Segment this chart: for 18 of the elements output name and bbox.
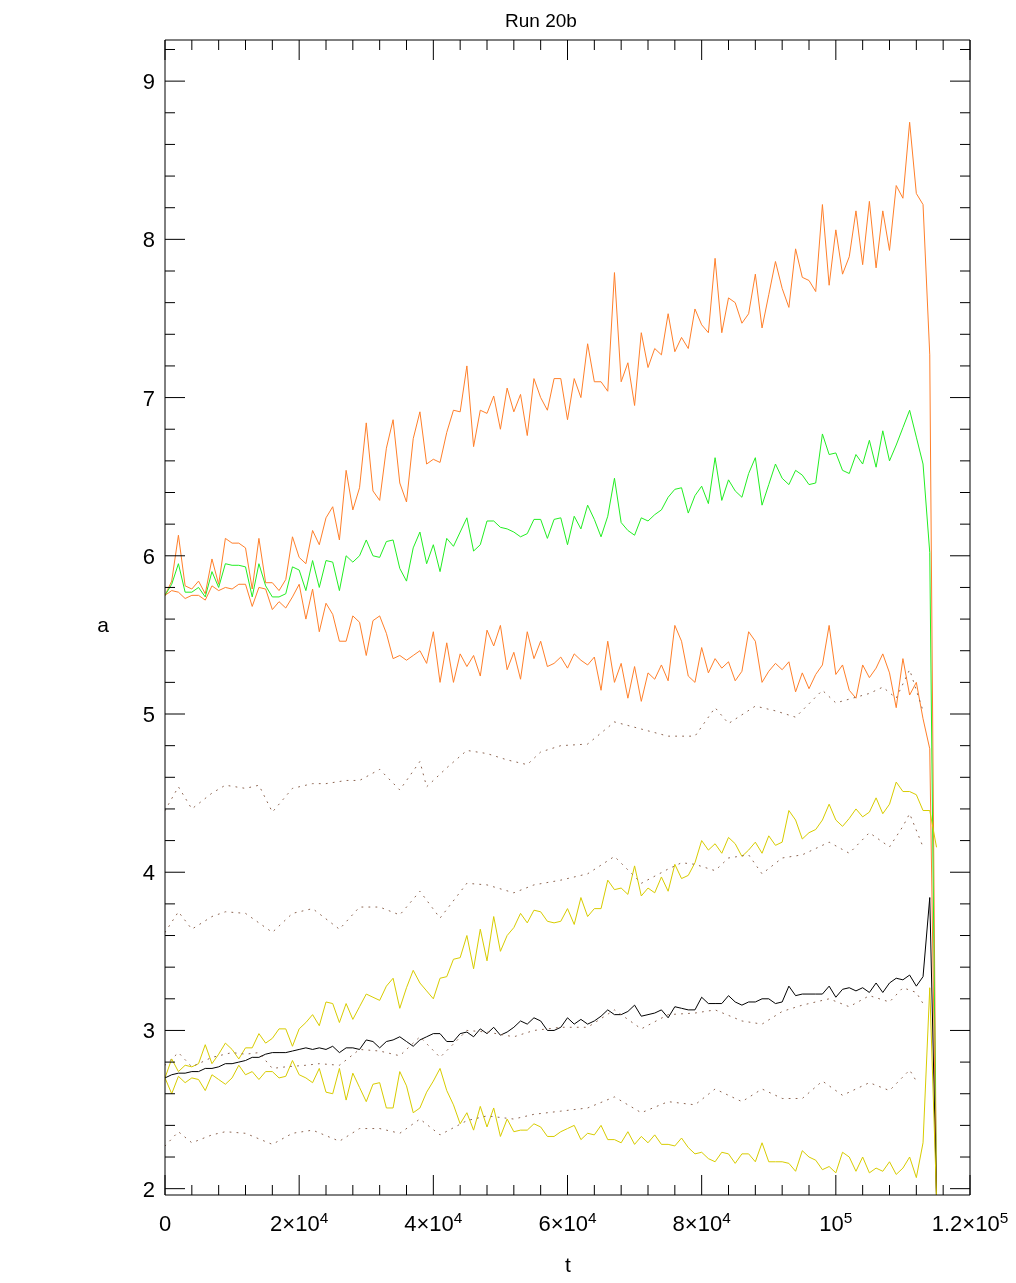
x-tick-label: 2×10$^{4}$	[270, 1208, 329, 1236]
x-tick-label: 4×10$^{4}$	[404, 1208, 463, 1236]
x-axis-title: t	[565, 1253, 571, 1277]
x-tick-label: 8×10$^{4}$	[672, 1208, 732, 1236]
x-tick-label: 6×10$^{4}$	[538, 1208, 597, 1236]
y-tick-label: 2	[142, 1176, 155, 1202]
y-axis-title: a	[97, 613, 109, 637]
x-tick-label: 1.2×10$^{5}$	[931, 1208, 1009, 1236]
chart-title: Run 20b	[505, 10, 577, 32]
y-tick-label: 8	[142, 227, 155, 253]
y-tick-label: 5	[142, 702, 155, 728]
y-tick-label: 6	[142, 543, 155, 569]
y-tick-label: 3	[142, 1018, 155, 1044]
y-tick-label: 7	[142, 385, 155, 411]
x-tick-label: 10$^{5}$	[819, 1208, 853, 1236]
y-tick-label: 9	[142, 69, 155, 95]
x-tick-label: 0	[158, 1211, 172, 1236]
y-tick-label: 4	[142, 860, 155, 886]
